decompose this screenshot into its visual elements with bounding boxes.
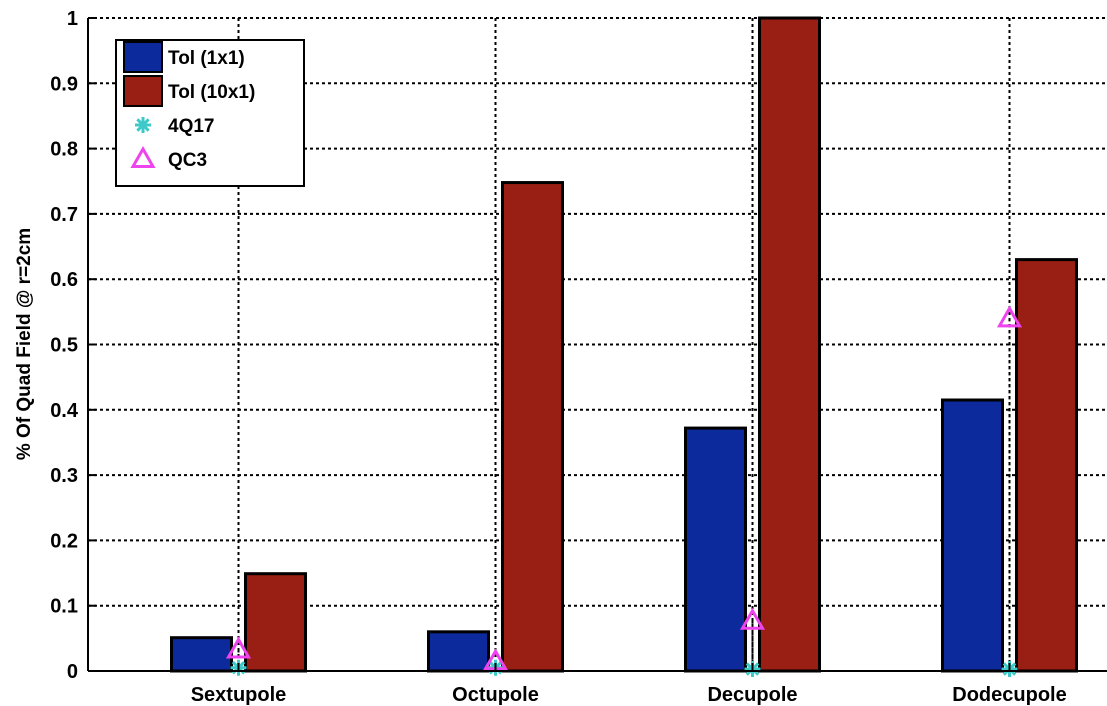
y-tick-label: 0.4	[50, 400, 79, 422]
y-tick-labels: 0 0.1 0.2 0.3 0.4 0.5 0.6 0.7 0.8 0.9 1	[50, 8, 79, 683]
bar	[941, 398, 1004, 673]
y-tick-label: 0.2	[50, 530, 78, 552]
x-tick-label: Decupole	[707, 684, 797, 706]
legend-marker-asterisk-stroke	[136, 118, 150, 132]
x-tick-label: Octupole	[452, 684, 539, 706]
y-tick-label: 0.7	[50, 204, 78, 226]
marker-triangle	[739, 607, 766, 630]
legend-label: Tol (10x1)	[168, 82, 255, 103]
y-axis-label: % Of Quad Field @ r=2cm	[14, 228, 35, 460]
bar	[170, 636, 233, 673]
y-tick-label: 0.9	[50, 73, 78, 95]
x-tick-label: Dodecupole	[952, 684, 1066, 706]
y-tick-label: 0.5	[50, 335, 78, 357]
legend-marker-triangle	[130, 145, 156, 168]
marker-triangle	[996, 305, 1023, 328]
legend-swatch	[123, 41, 163, 73]
y-tick-label: 0.8	[50, 139, 78, 161]
bar	[244, 572, 307, 673]
bar	[684, 426, 747, 673]
bar	[501, 181, 564, 673]
legend-label: QC3	[168, 150, 207, 171]
bar	[1015, 258, 1078, 673]
legend-marker-asterisk	[135, 117, 151, 133]
x-tick-labels: Sextupole Octupole Decupole Dodecupole	[191, 684, 1067, 706]
marker-triangle	[225, 636, 252, 659]
legend-label: 4Q17	[168, 116, 214, 137]
bar	[427, 630, 490, 673]
y-tick-label: 0.1	[50, 596, 78, 618]
y-tick-label: 0	[67, 661, 78, 683]
axes	[87, 17, 1107, 672]
legend-label: Tol (1x1)	[168, 48, 245, 69]
y-tick-label: 0.3	[50, 465, 78, 487]
legend-swatch	[123, 75, 163, 107]
x-tick-label: Sextupole	[191, 684, 287, 706]
bar	[758, 16, 821, 673]
y-tick-label: 1	[67, 8, 78, 30]
legend: Tol (1x1) Tol (10x1) 4Q17 QC3	[115, 39, 305, 187]
y-tick-label: 0.6	[50, 269, 78, 291]
bars	[170, 16, 1078, 673]
